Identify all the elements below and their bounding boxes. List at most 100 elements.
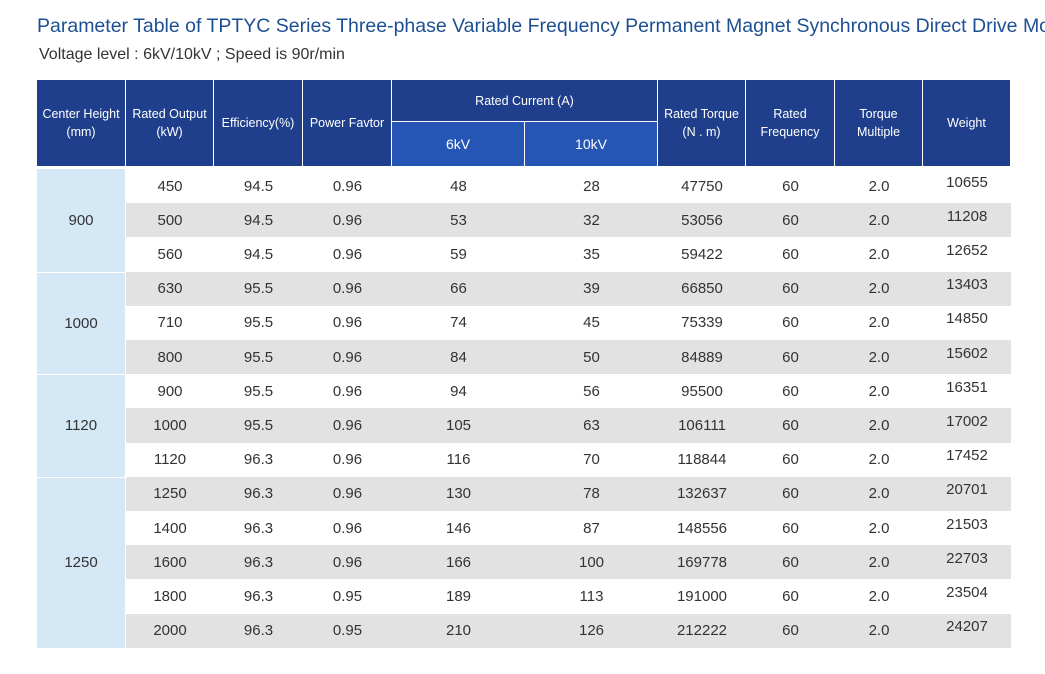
table-cell: 148556 bbox=[658, 511, 746, 545]
cell-text: 166 bbox=[445, 553, 472, 571]
table-cell: 63 bbox=[525, 408, 658, 442]
cell-text: 59422 bbox=[681, 245, 723, 263]
header-cell: Efficiency(%) bbox=[214, 80, 302, 166]
cell-text: 900 bbox=[157, 382, 183, 400]
cell-text: 60 bbox=[782, 211, 799, 229]
header-text: Power Favtor bbox=[309, 116, 385, 130]
cell-text: 95500 bbox=[681, 382, 723, 400]
header-cell: Center Height (mm) bbox=[37, 80, 125, 166]
cell-text: 146 bbox=[445, 519, 472, 537]
cell-text: 710 bbox=[157, 314, 183, 332]
header-text: Torque bbox=[859, 107, 898, 121]
table-cell: 70 bbox=[525, 443, 658, 477]
table-cell: 0.96 bbox=[303, 237, 392, 271]
table-cell: 96.3 bbox=[214, 511, 303, 545]
table-cell: 1000 bbox=[126, 408, 214, 442]
header-text: Frequency bbox=[760, 125, 820, 139]
cell-text: 0.96 bbox=[332, 211, 363, 229]
table-cell: 1600 bbox=[126, 545, 214, 579]
cell-text: 500 bbox=[157, 211, 183, 229]
cell-text: 2.0 bbox=[868, 211, 890, 229]
cell-text: 94 bbox=[450, 382, 467, 400]
table-cell: 13403 bbox=[923, 268, 1011, 302]
cell-text: 2.0 bbox=[868, 348, 890, 366]
table-cell: 78 bbox=[525, 477, 658, 511]
cell-text: 2.0 bbox=[868, 485, 890, 503]
cell-text: 84889 bbox=[681, 348, 723, 366]
subheader-cell: 6kV bbox=[392, 122, 524, 166]
cell-text: 95.5 bbox=[243, 348, 274, 366]
cell-text: 0.96 bbox=[332, 314, 363, 332]
subheader-text: 10kV bbox=[575, 136, 607, 152]
table-cell: 0.96 bbox=[303, 169, 392, 203]
cell-text: 63 bbox=[583, 416, 600, 434]
table-cell: 60 bbox=[746, 545, 835, 579]
cell-text: 47750 bbox=[681, 177, 723, 195]
subheader-text: 6kV bbox=[445, 136, 471, 152]
table-cell: 23504 bbox=[923, 575, 1011, 609]
cell-text: 74 bbox=[450, 314, 467, 332]
table-cell: 100 bbox=[525, 545, 658, 579]
table-cell: 21503 bbox=[923, 507, 1011, 541]
table-cell: 130 bbox=[392, 477, 525, 511]
row-background bbox=[126, 340, 1011, 375]
header-cell: Rated Frequency bbox=[746, 80, 834, 166]
table-cell: 132637 bbox=[658, 477, 746, 511]
table-cell: 45 bbox=[525, 306, 658, 340]
row-background bbox=[126, 203, 1011, 238]
cell-text: 2.0 bbox=[868, 622, 890, 640]
table-cell: 210 bbox=[392, 614, 525, 648]
cell-text: 60 bbox=[782, 485, 799, 503]
cell-text: 95.5 bbox=[243, 280, 274, 298]
cell-text: 78 bbox=[583, 485, 600, 503]
table-cell: 212222 bbox=[658, 614, 746, 648]
table-cell: 1400 bbox=[126, 511, 214, 545]
header-text: Center Height bbox=[42, 107, 120, 121]
header-text: Efficiency(%) bbox=[221, 116, 295, 130]
table-cell: 95500 bbox=[658, 374, 746, 408]
cell-text: 2.0 bbox=[868, 519, 890, 537]
table-cell: 24207 bbox=[923, 610, 1011, 644]
table-cell: 60 bbox=[746, 169, 835, 203]
cell-text: 32 bbox=[583, 211, 600, 229]
table-cell: 56 bbox=[525, 374, 658, 408]
cell-text: 1000 bbox=[153, 416, 187, 434]
row-background bbox=[126, 169, 1011, 204]
cell-text: 17452 bbox=[946, 447, 988, 465]
cell-text: 132637 bbox=[676, 485, 728, 503]
table-cell: 10655 bbox=[923, 165, 1011, 199]
table-cell: 2.0 bbox=[835, 511, 923, 545]
table-cell: 60 bbox=[746, 443, 835, 477]
cell-text: 70 bbox=[583, 451, 600, 469]
table-cell: 2.0 bbox=[835, 374, 923, 408]
cell-text: 0.96 bbox=[332, 280, 363, 298]
title: Parameter Table of TPTYC Series Three-ph… bbox=[37, 15, 1045, 37]
table-cell: 710 bbox=[126, 306, 214, 340]
table-cell: 96.3 bbox=[214, 545, 303, 579]
cell-text: 48 bbox=[450, 177, 467, 195]
cell-text: 189 bbox=[445, 587, 472, 605]
table-cell: 169778 bbox=[658, 545, 746, 579]
table-cell: 96.3 bbox=[214, 443, 303, 477]
cell-text: 105 bbox=[445, 416, 472, 434]
cell-text: 24207 bbox=[946, 618, 988, 636]
cell-text: 2.0 bbox=[868, 416, 890, 434]
cell-text: 100 bbox=[578, 553, 605, 571]
table-cell: 0.96 bbox=[303, 545, 392, 579]
cell-text: 95.5 bbox=[243, 314, 274, 332]
header-text: Multiple bbox=[856, 125, 901, 139]
cell-text: 66 bbox=[450, 280, 467, 298]
row-background bbox=[126, 511, 1011, 546]
row-background bbox=[126, 305, 1011, 340]
table-cell: 94.5 bbox=[214, 203, 303, 237]
table-cell: 14850 bbox=[923, 302, 1011, 336]
cell-text: 212222 bbox=[676, 622, 728, 640]
header-text: Weight bbox=[947, 116, 986, 130]
cell-text: 94.5 bbox=[243, 245, 274, 263]
table-cell: 59422 bbox=[658, 237, 746, 271]
table-cell: 106111 bbox=[658, 408, 746, 442]
header-text: Rated Torque bbox=[664, 107, 739, 121]
cell-text: 14850 bbox=[946, 310, 988, 328]
cell-text: 113 bbox=[579, 587, 604, 605]
table-cell: 60 bbox=[746, 306, 835, 340]
